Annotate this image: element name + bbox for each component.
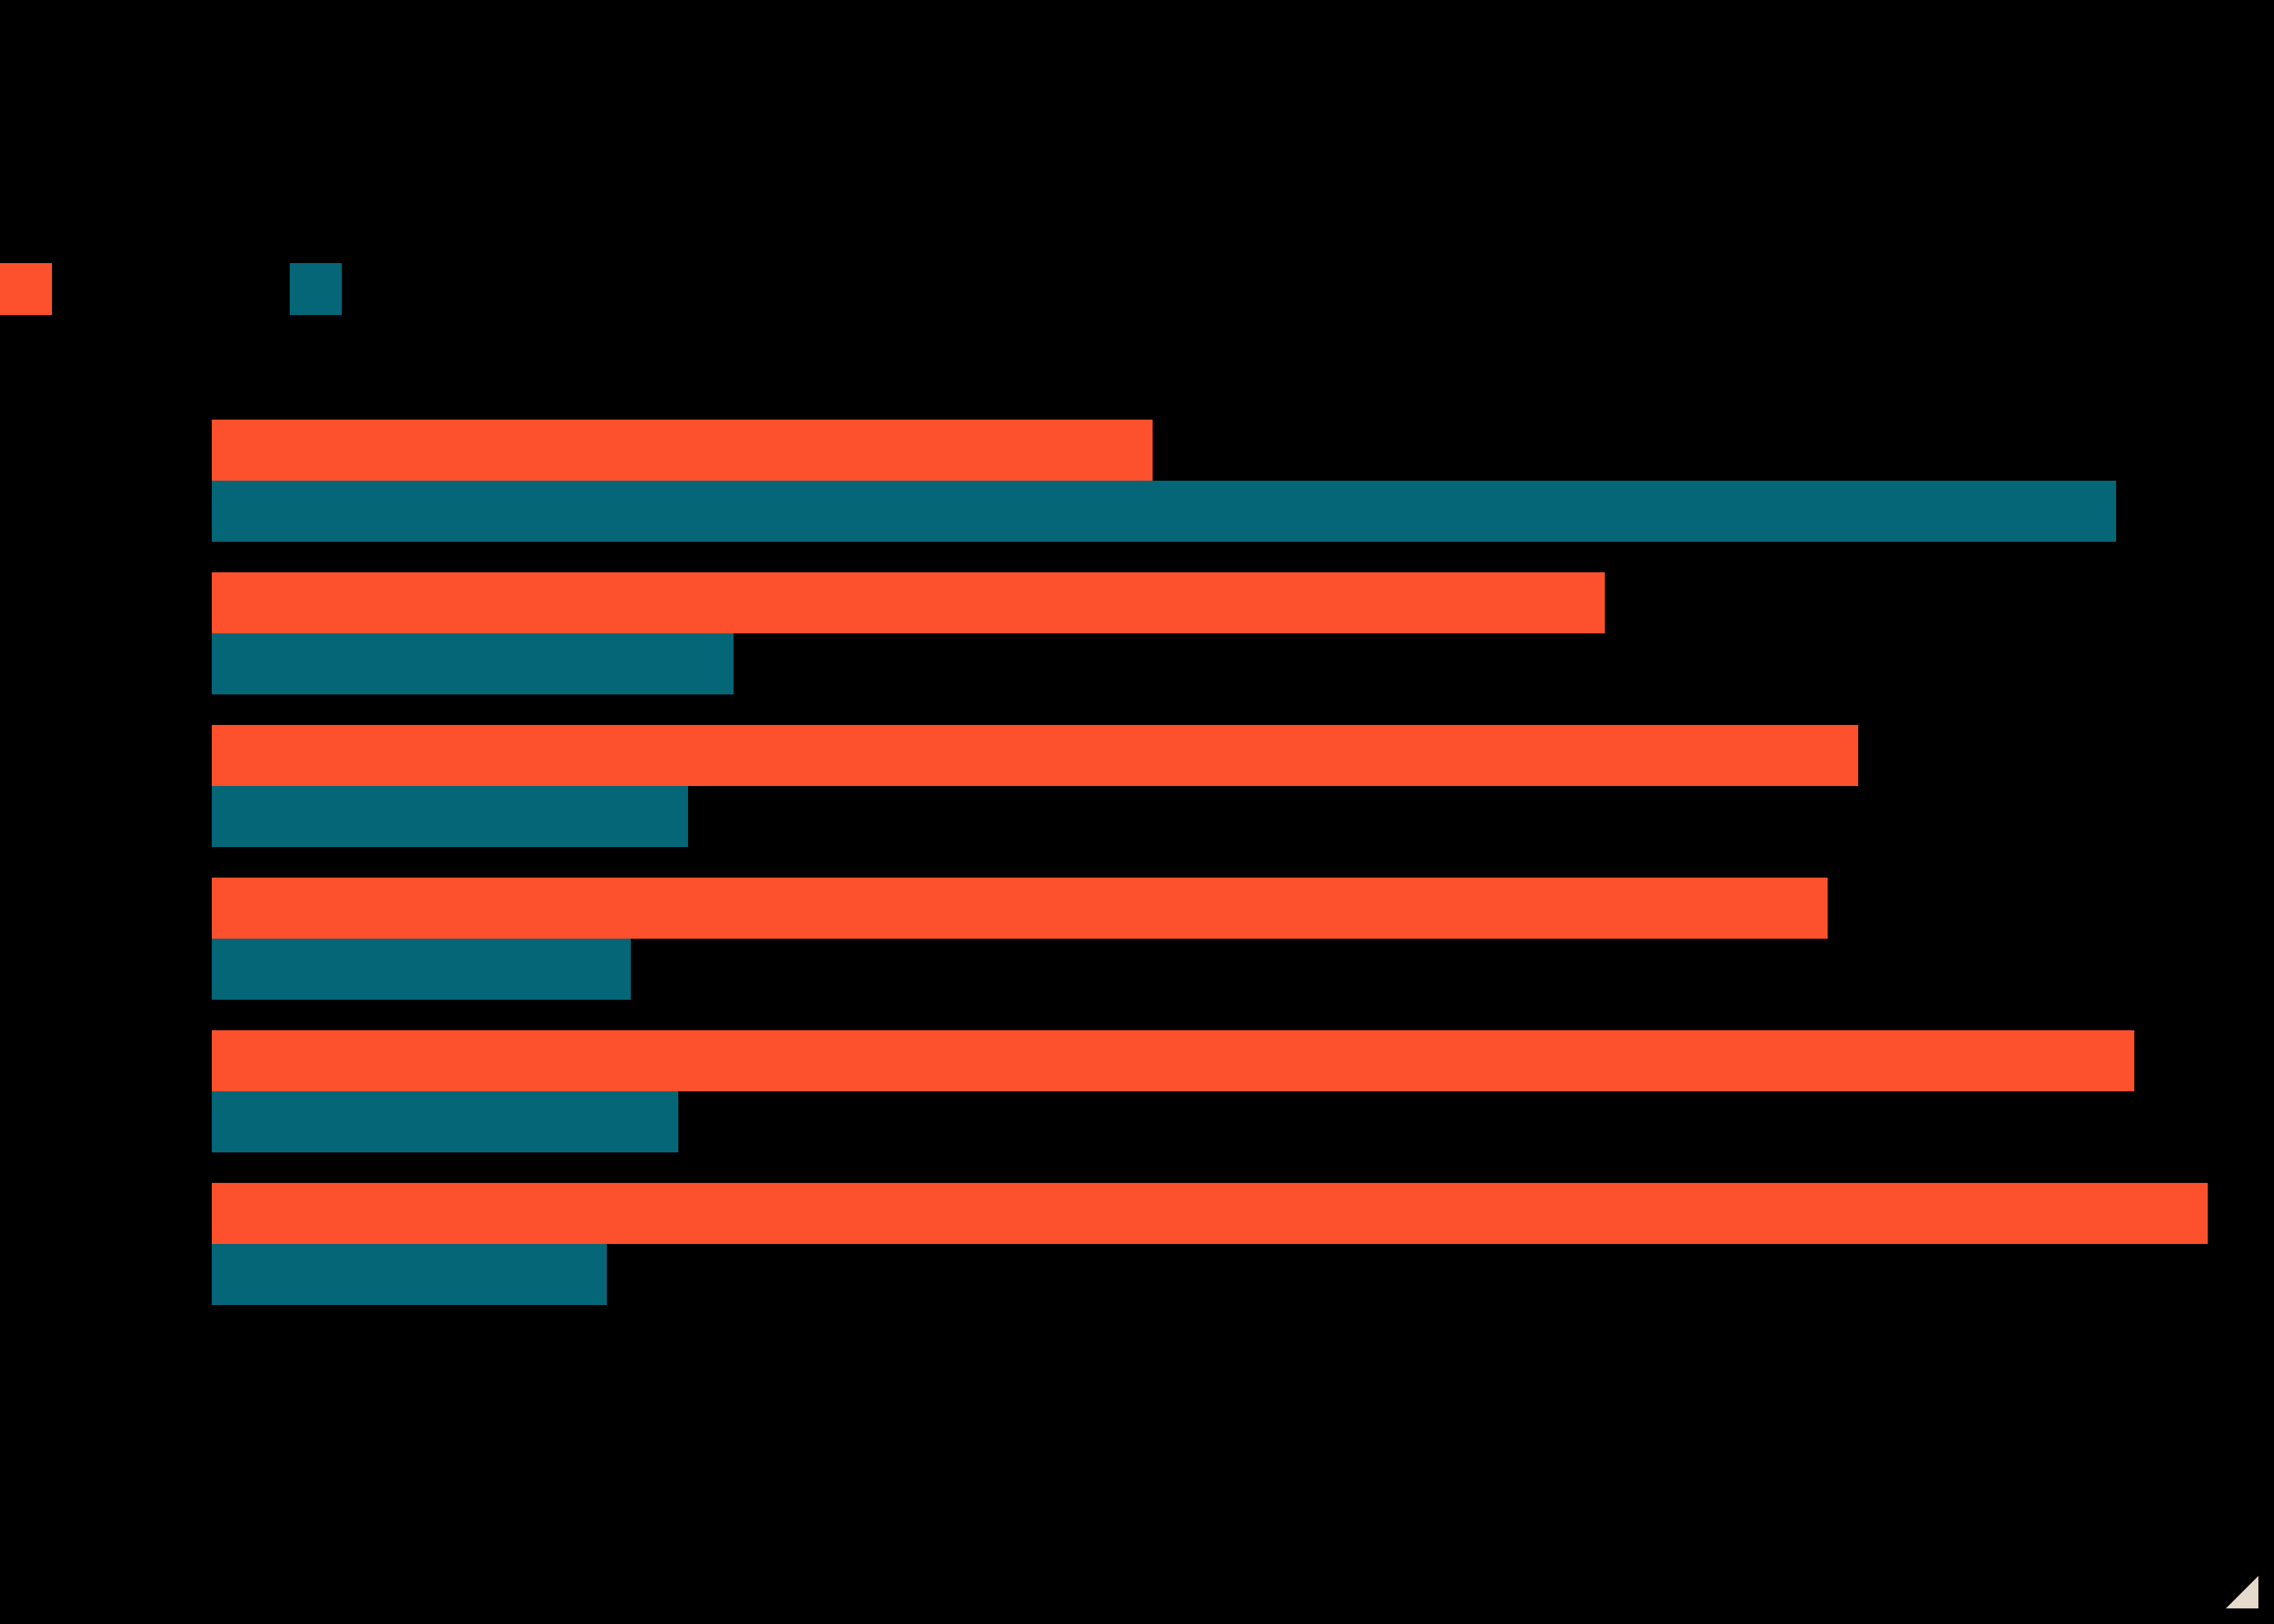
bar-series1-row6 — [212, 1183, 2208, 1244]
bar-series1-row4 — [212, 878, 1828, 939]
bar-series2-row5 — [212, 1091, 678, 1152]
corner-triangle-mark — [2226, 1576, 2258, 1608]
legend-swatch-series-1 — [0, 263, 52, 315]
legend-swatch-series-2 — [290, 263, 342, 315]
corner-triangle-shape — [2226, 1576, 2258, 1608]
bar-series1-row3 — [212, 725, 1858, 786]
bar-series2-row1 — [212, 481, 2116, 542]
bar-series2-row3 — [212, 786, 688, 847]
bar-series2-row6 — [212, 1244, 607, 1305]
bar-series2-row2 — [212, 633, 734, 694]
bar-series1-row2 — [212, 572, 1605, 633]
bar-series1-row1 — [212, 420, 1153, 481]
bar-series1-row5 — [212, 1030, 2134, 1091]
bar-series2-row4 — [212, 939, 631, 1000]
